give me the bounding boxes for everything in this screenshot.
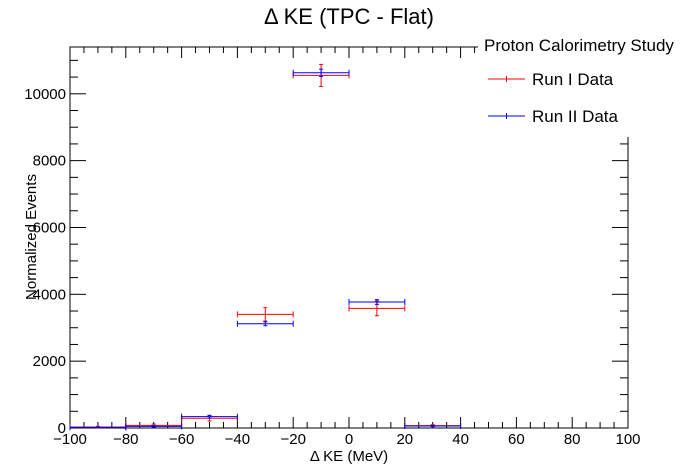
x-tick-label: −80 [113,431,138,448]
y-tick-label: 0 [58,420,66,437]
x-tick-label: 60 [508,431,525,448]
x-tick-label: −60 [169,431,194,448]
chart-title: Δ KE (TPC - Flat) [264,4,434,29]
x-tick-label: 80 [564,431,581,448]
legend: Proton Calorimetry Study Run I Data Run I… [478,30,693,137]
x-tick-label: −20 [280,431,305,448]
x-tick-label: −40 [225,431,250,448]
y-axis-label: Normalized Events [23,174,40,300]
data-series [69,63,462,431]
y-tick-label: 10000 [24,86,66,103]
x-axis-label: Δ KE (MeV) [310,448,388,465]
y-tick-label: 8000 [33,153,66,170]
x-tick-label: −100 [53,431,87,448]
x-tick-label: 40 [452,431,469,448]
series-2 [69,68,462,431]
y-tick-label: 6000 [33,219,66,236]
x-tick-label: 0 [345,431,353,448]
y-tick-label: 4000 [33,286,66,303]
series-1 [69,63,462,430]
legend-label-1: Run I Data [532,70,614,89]
x-tick-label: 100 [615,431,640,448]
x-tick-label: 20 [396,431,413,448]
legend-label-2: Run II Data [532,107,619,126]
legend-header: Proton Calorimetry Study [484,36,674,55]
y-tick-label: 2000 [33,353,66,370]
legend-box [478,30,693,137]
